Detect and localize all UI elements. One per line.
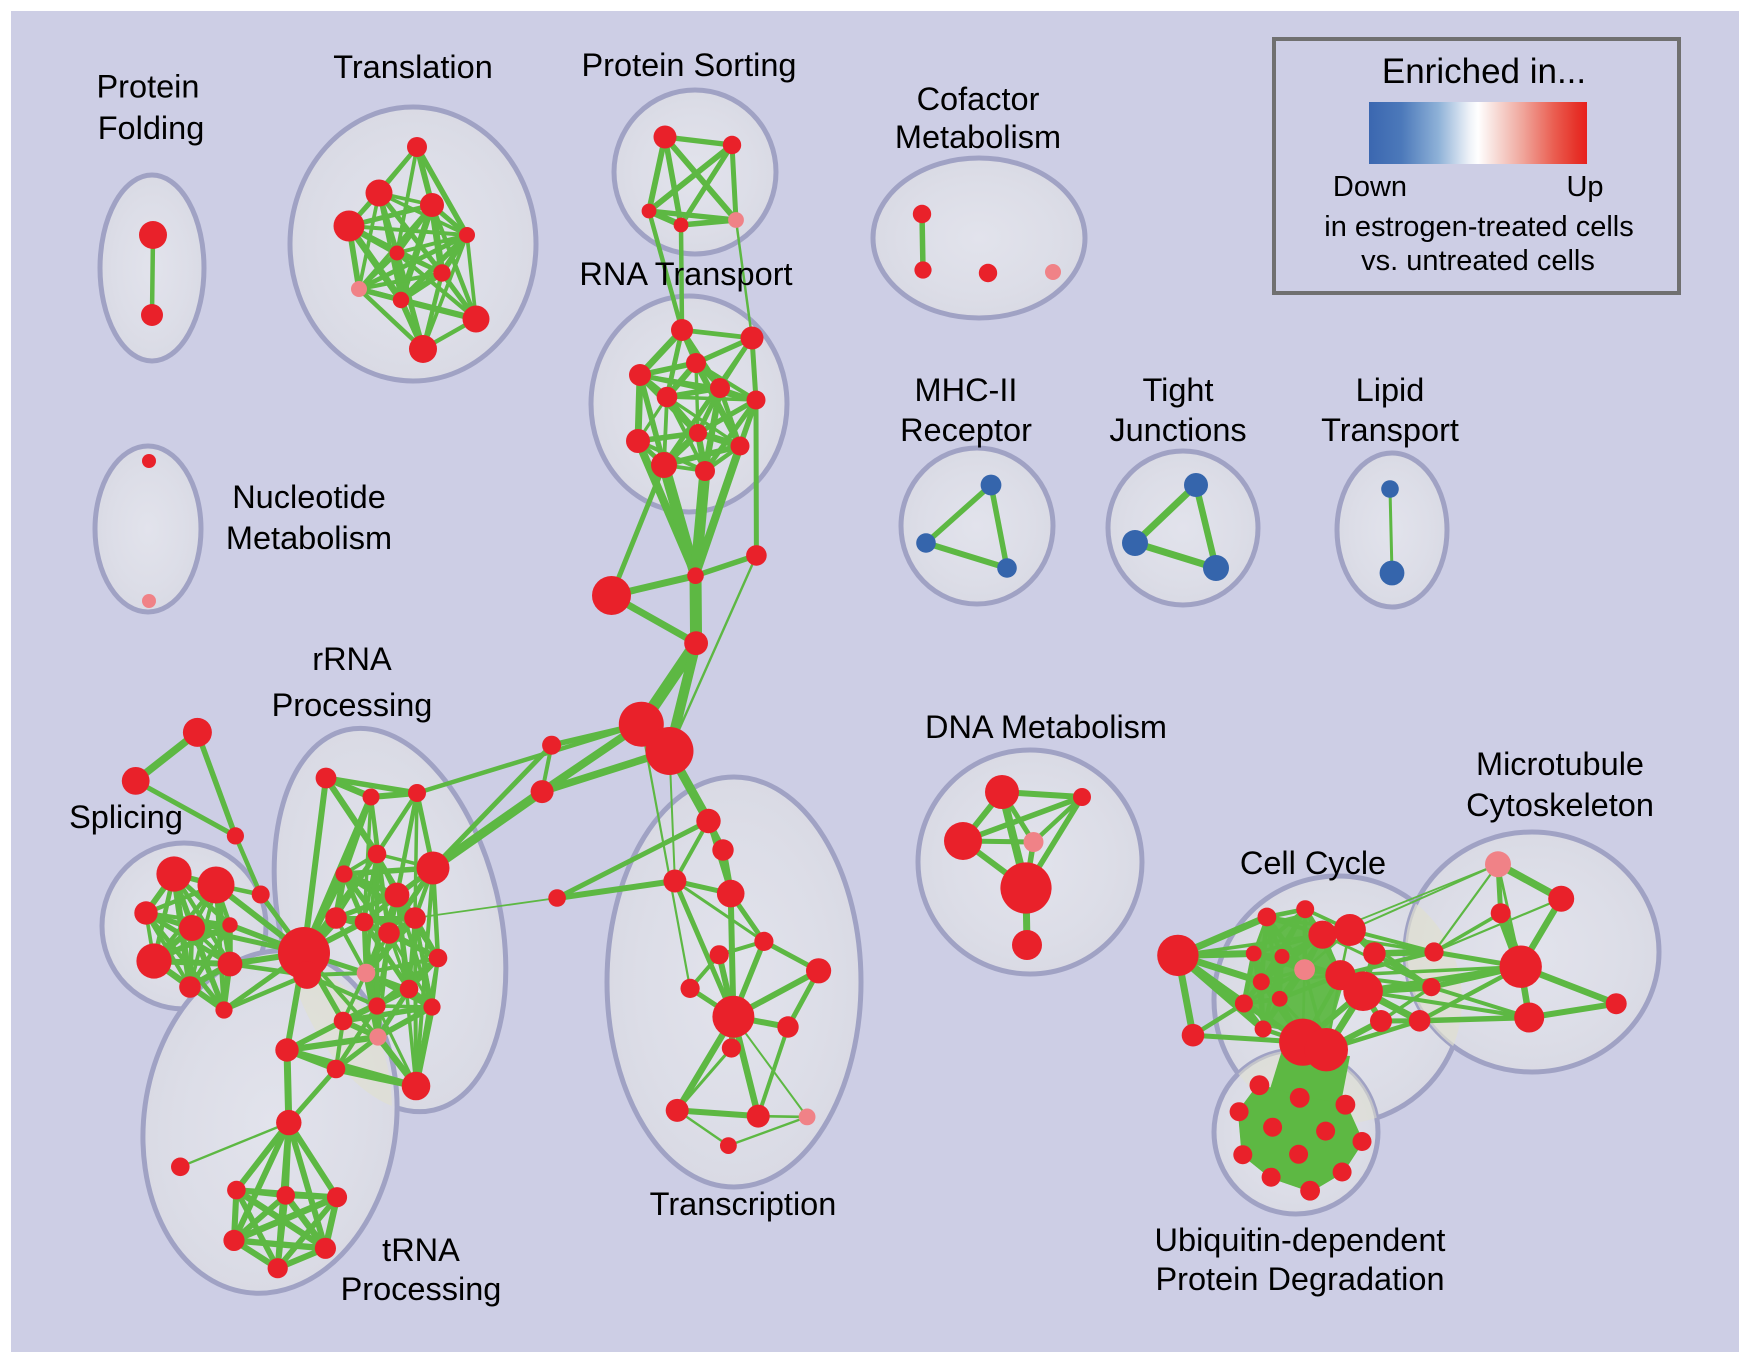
svg-text:Processing: Processing xyxy=(272,687,433,723)
svg-text:Cell Cycle: Cell Cycle xyxy=(1240,845,1386,881)
svg-text:Protein: Protein xyxy=(97,69,200,105)
svg-text:Folding: Folding xyxy=(98,110,205,146)
svg-text:MHC-II: MHC-II xyxy=(915,372,1018,408)
svg-text:tRNA: tRNA xyxy=(382,1232,460,1268)
svg-text:Down: Down xyxy=(1333,171,1407,203)
svg-text:Lipid: Lipid xyxy=(1356,372,1425,408)
svg-text:Up: Up xyxy=(1566,171,1603,203)
svg-text:Processing: Processing xyxy=(341,1271,502,1307)
svg-text:Nucleotide: Nucleotide xyxy=(232,479,386,515)
svg-text:DNA Metabolism: DNA Metabolism xyxy=(925,709,1167,745)
svg-text:RNA Transport: RNA Transport xyxy=(579,256,792,292)
svg-text:Microtubule: Microtubule xyxy=(1476,746,1644,782)
svg-text:rRNA: rRNA xyxy=(312,641,392,677)
svg-text:Tight: Tight xyxy=(1142,372,1213,408)
svg-text:Metabolism: Metabolism xyxy=(895,119,1061,155)
svg-text:Enriched in...: Enriched in... xyxy=(1382,52,1586,91)
svg-text:Translation: Translation xyxy=(333,49,493,85)
svg-text:Cofactor: Cofactor xyxy=(917,81,1040,117)
svg-text:Metabolism: Metabolism xyxy=(226,520,392,556)
svg-text:Splicing: Splicing xyxy=(69,799,183,835)
svg-text:Ubiquitin-dependent: Ubiquitin-dependent xyxy=(1155,1222,1446,1258)
svg-text:Junctions: Junctions xyxy=(1109,412,1246,448)
svg-text:Transcription: Transcription xyxy=(650,1186,837,1222)
svg-text:Protein Degradation: Protein Degradation xyxy=(1155,1261,1444,1297)
svg-text:Receptor: Receptor xyxy=(900,412,1032,448)
svg-text:Transport: Transport xyxy=(1321,412,1459,448)
svg-text:in estrogen-treated cells: in estrogen-treated cells xyxy=(1324,211,1634,243)
svg-text:Cytoskeleton: Cytoskeleton xyxy=(1466,787,1654,823)
svg-text:Protein Sorting: Protein Sorting xyxy=(582,47,797,83)
svg-text:vs. untreated cells: vs. untreated cells xyxy=(1361,245,1595,277)
